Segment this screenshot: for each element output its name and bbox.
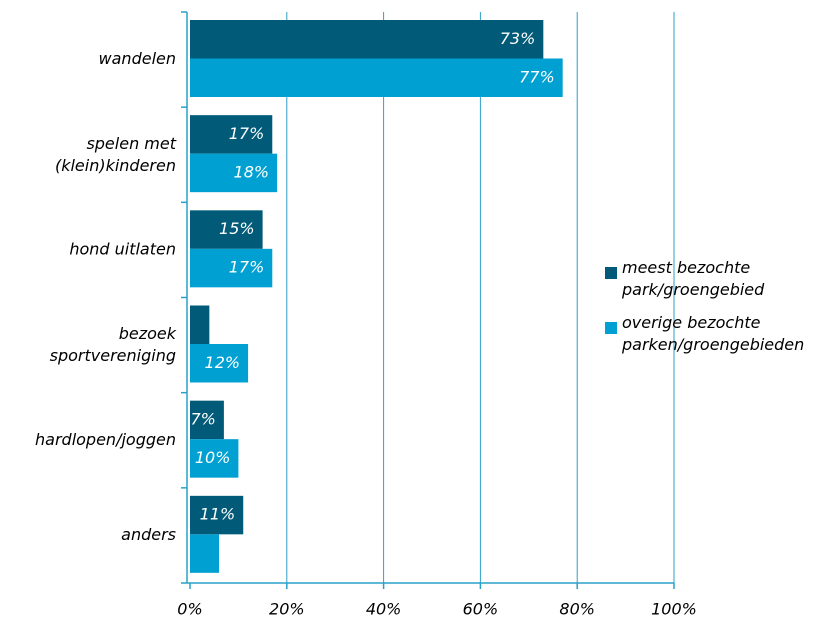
legend-swatch (605, 267, 617, 279)
y-tick-label: spelen met (klein)kinderen (55, 133, 177, 174)
y-tick-label: bezoek sportvereniging (50, 324, 177, 365)
value-label: 7% (190, 409, 215, 428)
x-tick-label: 20% (269, 600, 305, 619)
y-tick-label: hardlopen/joggen (35, 430, 176, 449)
value-label: 18% (234, 162, 270, 181)
bar (190, 210, 263, 249)
y-tick-label: anders (121, 525, 176, 544)
value-label: 73% (500, 29, 536, 48)
value-label: 17% (229, 124, 265, 143)
value-label: 12% (205, 353, 241, 372)
value-label: 11% (200, 505, 236, 524)
bar (190, 439, 239, 478)
x-tick-label: 0% (177, 600, 202, 619)
bar (190, 115, 273, 154)
legend-label: overige bezochte parken/groengebieden (621, 313, 804, 354)
x-tick-label: 80% (559, 600, 595, 619)
legend-swatch (605, 322, 617, 334)
bar (190, 305, 210, 344)
bar (190, 495, 244, 535)
value-label: 17% (229, 258, 265, 277)
x-tick-label: 40% (366, 600, 402, 619)
y-tick-label: wandelen (99, 49, 176, 68)
value-label: 15% (219, 219, 255, 238)
bar (190, 344, 249, 383)
bar (190, 400, 224, 440)
x-tick-label: 60% (463, 600, 499, 619)
bar (190, 153, 278, 193)
bar (190, 534, 220, 573)
bar (190, 248, 273, 288)
bar (190, 58, 563, 97)
bar (190, 20, 544, 59)
value-label: 77% (519, 67, 555, 86)
y-tick-label: hond uitlaten (69, 239, 176, 258)
x-tick-label: 100% (651, 600, 697, 619)
legend-label: meest bezochte park/groengebied (621, 258, 765, 299)
value-label: 10% (195, 448, 231, 467)
